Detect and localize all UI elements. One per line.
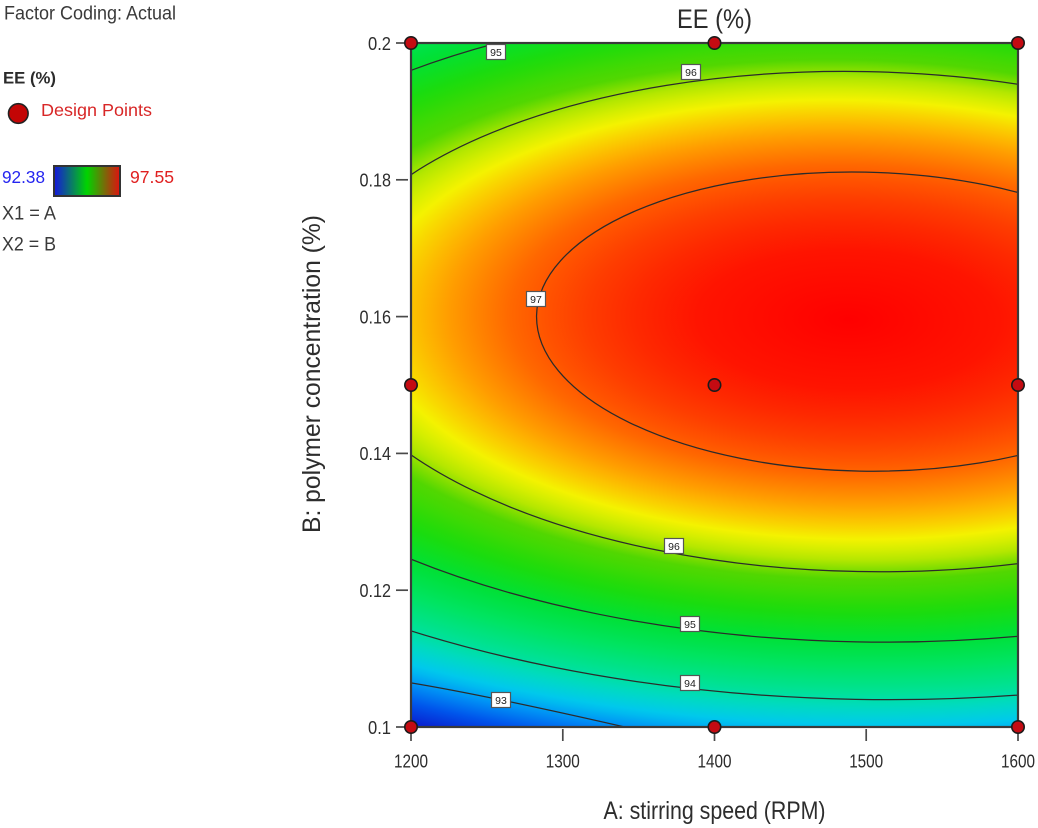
svg-text:1400: 1400 <box>698 751 732 772</box>
svg-text:X1 = A: X1 = A <box>2 204 56 225</box>
svg-text:B: polymer concentration (%): B: polymer concentration (%) <box>298 215 326 533</box>
svg-text:1200: 1200 <box>394 751 428 772</box>
svg-text:0.2: 0.2 <box>368 33 391 54</box>
svg-text:A: stirring speed (RPM): A: stirring speed (RPM) <box>604 797 826 825</box>
svg-text:96: 96 <box>668 541 680 553</box>
svg-text:1300: 1300 <box>546 751 580 772</box>
svg-text:0.16: 0.16 <box>360 306 392 327</box>
svg-text:92.38: 92.38 <box>2 167 45 187</box>
svg-text:97.55: 97.55 <box>130 167 174 187</box>
svg-text:Design Points: Design Points <box>41 100 152 120</box>
svg-text:93: 93 <box>495 695 507 707</box>
svg-text:EE (%): EE (%) <box>677 4 752 34</box>
svg-text:0.14: 0.14 <box>360 443 392 464</box>
svg-text:0.12: 0.12 <box>360 580 392 601</box>
svg-text:EE (%): EE (%) <box>3 69 56 88</box>
svg-text:0.1: 0.1 <box>368 717 391 738</box>
svg-text:1600: 1600 <box>1001 751 1035 772</box>
svg-text:96: 96 <box>685 67 697 79</box>
svg-text:97: 97 <box>530 294 542 306</box>
svg-text:Factor Coding: Actual: Factor Coding: Actual <box>4 4 176 25</box>
svg-text:0.18: 0.18 <box>360 170 392 191</box>
svg-text:95: 95 <box>490 47 502 59</box>
svg-text:X2 = B: X2 = B <box>2 235 56 256</box>
svg-text:1500: 1500 <box>849 751 883 772</box>
svg-text:94: 94 <box>684 678 696 690</box>
svg-text:95: 95 <box>684 619 696 631</box>
